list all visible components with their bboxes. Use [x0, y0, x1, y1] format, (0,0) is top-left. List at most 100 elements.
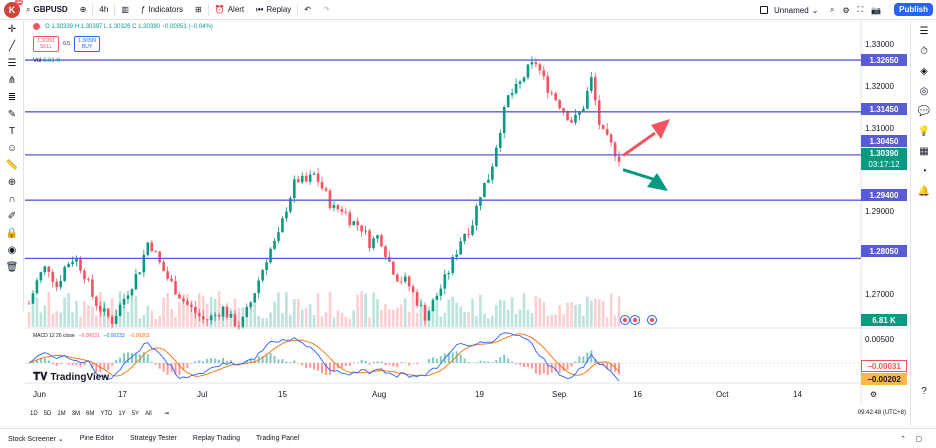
volume-bar — [300, 309, 304, 327]
camera-icon[interactable]: 📷 — [871, 5, 882, 15]
chat-icon[interactable]: 💬 — [917, 105, 931, 117]
interval-button[interactable]: 4h — [93, 0, 114, 20]
tradingview-logo[interactable]: 𝐓𝐕 TradingView — [33, 371, 109, 384]
candle-body — [221, 306, 225, 317]
layout-name[interactable]: Unnamed — [774, 5, 809, 15]
date-range-icon[interactable]: ⇥ — [163, 411, 169, 417]
widget-toolbar: ☰ ⏱ ◈ ◎ 💬 💡 ▦ ◔ 🔔 ? — [910, 21, 936, 426]
macd-histogram-bar — [586, 352, 589, 363]
layout-group: Unnamed ⌄ — [760, 0, 818, 20]
target-icon[interactable]: ◎ — [919, 85, 929, 97]
lock-drawing-icon[interactable]: ✐ — [7, 211, 17, 222]
brush-icon[interactable]: ✎ — [7, 109, 17, 120]
candle-body — [443, 274, 447, 289]
crosshair-icon[interactable]: ✛ — [7, 24, 17, 35]
candle-body — [91, 279, 94, 297]
volume-bar — [447, 299, 451, 327]
chart-type-button[interactable]: ▥ — [115, 0, 135, 20]
volume-bar — [601, 301, 605, 327]
horizontal-lines-icon[interactable]: ☰ — [7, 58, 17, 69]
eye-icon[interactable]: ◉ — [7, 245, 17, 256]
maximize-icon[interactable]: ▢ — [915, 435, 922, 443]
lightbulb-icon[interactable]: 💡 — [917, 125, 931, 137]
chevron-down-icon[interactable]: ⌄ — [811, 5, 819, 15]
search-icon[interactable]: ⌕ — [830, 5, 835, 14]
watchlist-icon[interactable]: ☰ — [919, 25, 929, 37]
chart-pane[interactable] — [25, 21, 909, 404]
utc-clock[interactable]: 09:42:48 (UTC+8) — [857, 410, 906, 416]
macd-histogram-bar — [352, 362, 355, 363]
candle-body — [522, 77, 526, 82]
buy-button[interactable]: 1.30399 BUY — [74, 36, 101, 52]
trash-icon[interactable]: 🗑 — [5, 262, 19, 273]
compare-button[interactable]: ⊕ — [74, 0, 93, 20]
volume-bar — [427, 306, 431, 327]
layers-icon[interactable]: ◈ — [920, 65, 928, 77]
sell-button[interactable]: 1.30391 SELL — [33, 36, 60, 52]
candle-body — [285, 211, 288, 219]
candle-body — [146, 242, 150, 255]
tab-stock-screener[interactable]: Stock Screener ⌄ — [0, 435, 72, 443]
alerts-clock-icon[interactable]: ⏱ — [920, 45, 928, 57]
templates-button[interactable]: ⊞ — [189, 0, 208, 20]
price-chart[interactable] — [25, 21, 909, 404]
candle-body — [415, 292, 419, 306]
macd-histogram-bar — [257, 355, 260, 363]
indicators-button[interactable]: ƒ Indicators — [135, 0, 189, 20]
help-icon[interactable]: ? — [921, 385, 927, 397]
macd-histogram-bar — [372, 361, 375, 363]
range-all[interactable]: All — [145, 410, 152, 417]
candle-body — [158, 251, 161, 263]
macd-histogram-bar — [495, 360, 498, 363]
undo-button[interactable]: ↶ — [298, 0, 317, 20]
collapse-icon[interactable]: ⌃ — [900, 435, 906, 443]
divider — [114, 3, 116, 16]
ruler-icon[interactable]: 📏 — [5, 160, 19, 171]
fullscreen-icon[interactable]: ⛶ — [857, 5, 864, 14]
fib-retracement-icon[interactable]: ≣ — [7, 92, 17, 103]
calendar-icon[interactable]: ▦ — [919, 145, 929, 157]
candle-body — [360, 225, 363, 232]
user-avatar[interactable]: K 12 — [4, 0, 23, 18]
symbol-search[interactable]: ⌕ GBPUSD — [20, 0, 74, 20]
range-1d[interactable]: 1D — [30, 410, 38, 417]
trend-line-icon[interactable]: ╱ — [8, 41, 16, 52]
text-icon[interactable]: T — [8, 126, 16, 137]
range-ytd[interactable]: YTD — [100, 410, 113, 417]
tab-strategy-tester[interactable]: Strategy Tester — [129, 435, 177, 442]
redo-button[interactable]: ↷ — [317, 0, 336, 20]
layout-checkbox[interactable] — [760, 6, 768, 14]
range-5d[interactable]: 5D — [43, 410, 52, 417]
tab-replay-trading[interactable]: Replay Trading — [192, 435, 240, 442]
volume-bar — [31, 294, 35, 327]
replay-button[interactable]: ⏮ Replay — [250, 0, 297, 20]
range-1y[interactable]: 1Y — [118, 410, 126, 417]
emoji-icon[interactable]: ☺ — [6, 143, 18, 154]
broadcast-icon[interactable]: ◔ — [920, 165, 928, 177]
volume-bar — [233, 298, 237, 327]
volume-bar — [63, 297, 66, 327]
candle-body — [372, 238, 375, 249]
publish-button[interactable]: Publish — [894, 3, 933, 16]
range-1m[interactable]: 1M — [57, 410, 66, 417]
alert-button[interactable]: ⏰ Alert — [209, 0, 250, 20]
tab-trading-panel[interactable]: Trading Panel — [255, 435, 300, 442]
candle-body — [419, 304, 423, 306]
axis-settings-icon[interactable]: ⚙ — [870, 390, 878, 399]
volume-bar — [55, 311, 59, 327]
tab-pine-editor[interactable]: Pine Editor — [79, 435, 114, 442]
bell-icon[interactable]: 🔔 — [917, 185, 931, 197]
range-5y[interactable]: 5Y — [131, 410, 140, 417]
lock-icon[interactable]: 🔒 — [5, 228, 19, 239]
pitchfork-icon[interactable]: ⋔ — [7, 75, 17, 86]
candle-body — [130, 289, 134, 296]
candle-body — [142, 254, 146, 273]
price-tick: 1.32000 — [865, 82, 894, 91]
settings-icon[interactable]: ⚙ — [842, 5, 850, 15]
drawing-toolbar: ✛ ╱ ☰ ⋔ ≣ ✎ T ☺ 📏 ⊕ ∩ ✐ 🔒 ◉ 🗑 — [0, 21, 24, 311]
range-6m[interactable]: 6M — [86, 410, 95, 417]
volume-bar — [479, 294, 482, 327]
range-3m[interactable]: 3M — [71, 410, 81, 417]
magnet-icon[interactable]: ∩ — [8, 194, 16, 205]
zoom-icon[interactable]: ⊕ — [7, 177, 17, 188]
